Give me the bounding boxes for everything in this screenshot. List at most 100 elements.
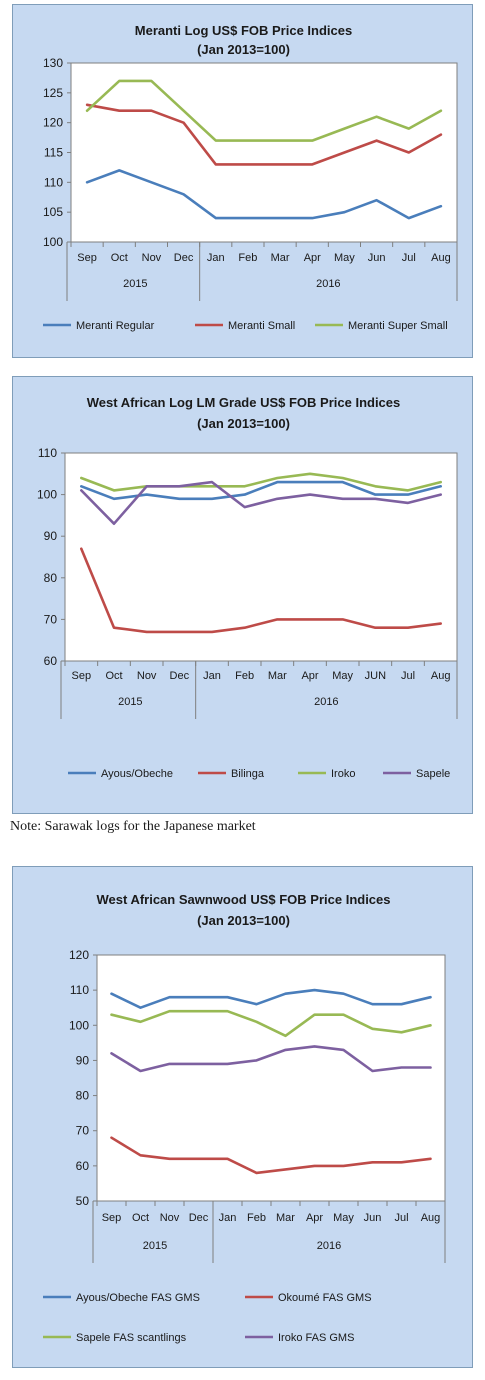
chart-svg: West African Log LM Grade US$ FOB Price … [37, 395, 458, 780]
y-tick-label: 100 [69, 1018, 89, 1032]
chart-title: Meranti Log US$ FOB Price Indices [135, 23, 352, 38]
series-line [110, 1136, 432, 1175]
x-tick-label: Jul [401, 670, 415, 682]
y-tick-label: 120 [69, 948, 89, 962]
series-line [85, 79, 443, 142]
legend-label: Iroko [331, 768, 355, 780]
year-label: 2016 [316, 278, 340, 290]
x-tick-label: Feb [247, 1212, 266, 1224]
series-line [85, 169, 443, 220]
chart-title: West African Log LM Grade US$ FOB Price … [87, 395, 401, 410]
series-line [110, 1009, 432, 1038]
plot-area [70, 62, 458, 243]
x-tick-label: Jan [207, 252, 225, 264]
y-tick-label: 80 [44, 571, 58, 585]
x-tick-label: Jul [402, 252, 416, 264]
chart-subtitle: (Jan 2013=100) [197, 42, 290, 57]
year-label: 2015 [123, 278, 147, 290]
x-tick-label: May [332, 670, 353, 682]
x-tick-label: Sep [77, 252, 97, 264]
note-text: Note: Sarawak logs for the Japanese mark… [10, 819, 256, 834]
x-tick-label: Jun [364, 1212, 382, 1224]
chart-svg: Meranti Log US$ FOB Price Indices (Jan 20… [43, 23, 458, 332]
year-label: 2015 [143, 1240, 167, 1252]
x-tick-label: Aug [431, 670, 451, 682]
series-line [110, 988, 432, 1009]
year-label: 2016 [317, 1240, 341, 1252]
y-tick-label: 115 [44, 146, 63, 160]
x-tick-label: Oct [105, 670, 122, 682]
legend-label: Ayous/Obeche [101, 768, 173, 780]
x-tick-label: Mar [276, 1212, 295, 1224]
x-tick-label: Aug [431, 252, 451, 264]
legend-label: Bilinga [231, 768, 265, 780]
y-tick-label: 130 [43, 56, 63, 70]
plot-area [96, 954, 446, 1202]
y-tick-label: 125 [43, 86, 63, 100]
x-tick-label: Jul [394, 1212, 408, 1224]
legend-label: Meranti Super Small [348, 320, 448, 332]
x-tick-label: Mar [271, 252, 290, 264]
y-tick-label: 110 [44, 175, 63, 189]
legend-item: Okoumé FAS GMS [245, 1292, 372, 1304]
chart-panel-west-african-sawnwood: West African Sawnwood US$ FOB Price Indi… [12, 866, 473, 1368]
series-line [85, 103, 443, 166]
legend-item: Meranti Small [195, 320, 295, 332]
x-tick-label: Feb [238, 252, 257, 264]
x-tick-label: May [334, 252, 355, 264]
chart-panel-meranti: Meranti Log US$ FOB Price Indices (Jan 20… [12, 4, 473, 358]
legend-item: Bilinga [198, 768, 265, 780]
x-tick-label: Jun [368, 252, 386, 264]
x-tick-label: Jan [203, 670, 221, 682]
legend-label: Iroko FAS GMS [278, 1332, 354, 1344]
y-tick-label: 100 [43, 235, 63, 249]
x-tick-label: Aug [421, 1212, 441, 1224]
y-tick-label: 70 [76, 1124, 90, 1138]
legend-item: Iroko [298, 768, 355, 780]
x-tick-label: Nov [137, 670, 157, 682]
chart-title: West African Sawnwood US$ FOB Price Indi… [96, 892, 390, 907]
year-label: 2015 [118, 696, 142, 708]
x-tick-label: Dec [174, 252, 194, 264]
legend-label: Okoumé FAS GMS [278, 1292, 372, 1304]
legend-label: Sapele [416, 768, 450, 780]
chart-svg: West African Sawnwood US$ FOB Price Indi… [43, 892, 446, 1344]
y-tick-label: 70 [44, 612, 58, 626]
x-tick-label: JUN [365, 670, 386, 682]
y-tick-label: 50 [76, 1194, 90, 1208]
x-tick-label: Apr [306, 1212, 323, 1224]
legend-item: Iroko FAS GMS [245, 1332, 354, 1344]
x-tick-label: Sep [72, 670, 92, 682]
y-tick-label: 80 [76, 1089, 90, 1103]
legend-item: Sapele [383, 768, 450, 780]
x-tick-label: Sep [102, 1212, 122, 1224]
y-tick-label: 60 [76, 1159, 90, 1173]
series-line [80, 547, 443, 634]
y-tick-label: 120 [43, 116, 63, 130]
y-tick-label: 90 [76, 1053, 90, 1067]
legend-item: Meranti Super Small [315, 320, 448, 332]
x-tick-label: Feb [235, 670, 254, 682]
series-line [80, 480, 443, 501]
series-line [80, 472, 443, 492]
legend-label: Ayous/Obeche FAS GMS [76, 1292, 200, 1304]
x-tick-label: Oct [132, 1212, 149, 1224]
x-tick-label: May [333, 1212, 354, 1224]
series-line [110, 1045, 432, 1073]
x-tick-label: Dec [189, 1212, 209, 1224]
y-tick-label: 60 [44, 654, 58, 668]
x-tick-label: Mar [268, 670, 287, 682]
y-tick-label: 100 [37, 488, 57, 502]
legend-item: Ayous/Obeche FAS GMS [43, 1292, 200, 1304]
year-label: 2016 [314, 696, 338, 708]
chart-subtitle: (Jan 2013=100) [197, 416, 290, 431]
y-tick-label: 110 [70, 983, 89, 997]
legend-item: Meranti Regular [43, 320, 155, 332]
x-tick-label: Nov [142, 252, 162, 264]
x-tick-label: Jan [219, 1212, 237, 1224]
chart-subtitle: (Jan 2013=100) [197, 913, 290, 928]
series-line [80, 480, 443, 525]
y-tick-label: 110 [38, 446, 57, 460]
legend-label: Sapele FAS scantlings [76, 1332, 187, 1344]
legend-label: Meranti Small [228, 320, 295, 332]
